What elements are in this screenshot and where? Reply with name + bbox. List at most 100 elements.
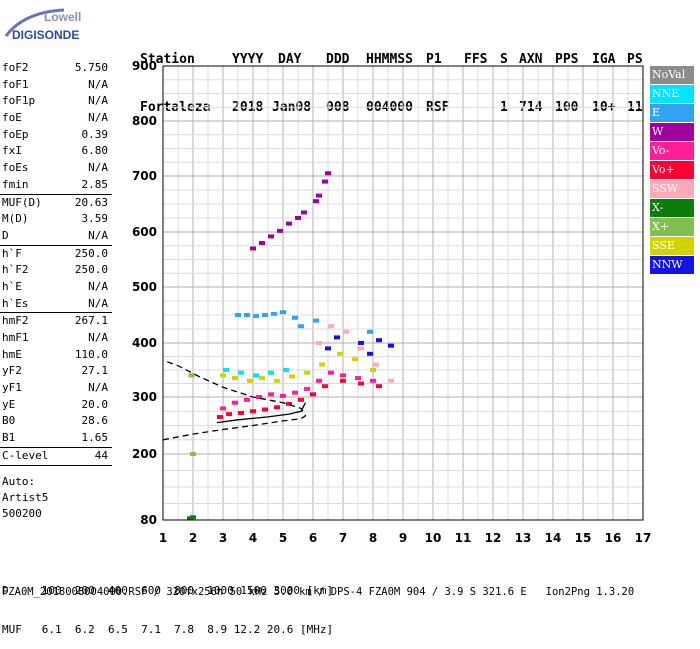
legend-item-x-: X- bbox=[650, 199, 694, 217]
header-ffs-label: FFS bbox=[464, 52, 488, 67]
echo-point-nnw bbox=[325, 346, 331, 351]
x-tick-label: 15 bbox=[575, 531, 592, 545]
param-name: hmF2 bbox=[2, 314, 29, 328]
param-row: B0 28.6 bbox=[0, 413, 112, 430]
param-group-virtual-heights: h`F 250.0 h`F2 250.0 h`E N/A h`Es N/A bbox=[0, 246, 112, 313]
param-group-profile: hmF2 267.1 hmF1 N/A hmE 110.0 yF2 27.1 yF1 N/A yE 2… bbox=[0, 313, 112, 447]
header-station-label: Station bbox=[140, 52, 195, 67]
echo-point-nnw bbox=[358, 341, 364, 345]
x-tick-label: 9 bbox=[399, 531, 407, 545]
y-tick-label: 600 bbox=[132, 225, 157, 239]
legend-item-vo-: Vo+ bbox=[650, 161, 694, 179]
param-name: foEp bbox=[2, 127, 29, 141]
param-name: hmF1 bbox=[2, 331, 29, 344]
param-row: hmE 110.0 bbox=[0, 347, 112, 364]
ionogram-chart: 1 2 3 4 5 6 7 8 9 10 11 12 13 14 15 16 17802003004005006… bbox=[132, 59, 651, 545]
param-row: foF1p N/A bbox=[0, 93, 112, 110]
param-name: foF1p bbox=[2, 94, 36, 108]
param-group-muf: MUF(D) 20.63 M(D) 3.59 D N/A bbox=[0, 195, 112, 245]
y-tick-label: 900 bbox=[132, 59, 157, 73]
x-tick-label: 3 bbox=[219, 531, 227, 545]
param-name: yF1 bbox=[2, 381, 22, 395]
echo-point-vo- bbox=[298, 397, 304, 402]
param-group-f-layer: foF2 5.750 foF1 N/A foF1p N/A foE N/A foEp 0.39 fx… bbox=[0, 60, 112, 194]
legend-item-ssw: SSW bbox=[650, 180, 694, 198]
param-value: N/A bbox=[88, 381, 108, 395]
param-value: 20.63 bbox=[74, 195, 108, 209]
param-divider bbox=[0, 446, 112, 448]
distance-row: D 100 200 400 600 800 1000 1500 3000 [km… bbox=[2, 584, 334, 597]
echo-point-ssw bbox=[373, 362, 379, 367]
param-divider bbox=[0, 244, 112, 246]
autoscaling-status: Auto: Artist5 500200 bbox=[0, 474, 112, 526]
param-divider bbox=[0, 464, 112, 466]
param-name: fxI bbox=[2, 144, 22, 158]
echo-point-vo- bbox=[220, 406, 226, 411]
param-value: 110.0 bbox=[74, 347, 108, 361]
y-tick-label: 80 bbox=[140, 513, 157, 527]
echo-point-w bbox=[286, 221, 292, 226]
echo-point-e bbox=[253, 314, 259, 319]
plot-frame bbox=[162, 65, 644, 521]
param-row: fmin 2.85 bbox=[0, 177, 112, 194]
echo-point-e bbox=[271, 311, 277, 316]
param-value: 250.0 bbox=[74, 263, 108, 277]
param-row: h`F 250.0 bbox=[0, 246, 112, 263]
param-value: N/A bbox=[88, 279, 108, 293]
param-value: N/A bbox=[88, 331, 108, 344]
echo-point-sse bbox=[352, 357, 358, 362]
echo-data-layer bbox=[187, 171, 394, 521]
y-tick-label: 200 bbox=[132, 447, 157, 461]
echo-point-vo- bbox=[340, 378, 346, 383]
echo-point-e bbox=[235, 313, 241, 317]
param-value: 250.0 bbox=[74, 246, 108, 260]
logo-text-lowell: Lowell bbox=[44, 10, 82, 24]
echo-point-ssw bbox=[328, 324, 334, 329]
param-name: foF1 bbox=[2, 77, 29, 91]
x-tick-label: 10 bbox=[425, 531, 442, 545]
param-name: C-level bbox=[2, 448, 49, 462]
echo-point-vo- bbox=[310, 392, 316, 397]
echo-point-sse bbox=[220, 373, 226, 378]
x-tick-label: 1 bbox=[159, 531, 167, 545]
logo-swoosh-icon bbox=[4, 8, 65, 37]
echo-point-vo- bbox=[226, 412, 232, 417]
param-value: 20.0 bbox=[81, 397, 109, 411]
echo-point-x- bbox=[190, 452, 196, 456]
echo-point-vo- bbox=[250, 409, 256, 414]
chart-grid bbox=[162, 66, 644, 521]
echo-point-w bbox=[325, 171, 331, 176]
param-name: M(D) bbox=[2, 212, 29, 226]
param-name: h`F bbox=[2, 246, 22, 260]
x-tick-label: 14 bbox=[545, 531, 562, 545]
echo-point-w bbox=[301, 210, 307, 215]
x-tick-label: 4 bbox=[249, 531, 257, 545]
echo-point-vo- bbox=[340, 373, 346, 378]
echo-point-sse bbox=[337, 351, 343, 356]
param-row: hmF1 N/A bbox=[0, 330, 112, 347]
echo-point-sse bbox=[274, 378, 280, 383]
param-value: N/A bbox=[88, 77, 108, 91]
axis-tick-labels: 1 2 3 4 5 6 7 8 9 10 11 12 13 14 15 16 17802003004005006… bbox=[132, 59, 651, 545]
param-value: 5.750 bbox=[74, 61, 108, 74]
header-yyyy-label: YYYY bbox=[232, 52, 264, 67]
param-name: h`Es bbox=[2, 296, 29, 310]
param-value: 44 bbox=[94, 448, 108, 462]
echo-point-sse bbox=[319, 362, 325, 367]
param-row: M(D) 3.59 bbox=[0, 211, 112, 228]
x-tick-label: 17 bbox=[635, 531, 652, 545]
echo-point-vo- bbox=[304, 386, 310, 391]
param-name: foF2 bbox=[2, 61, 29, 74]
f2-trace-curve bbox=[216, 402, 307, 424]
echo-point-e bbox=[244, 313, 250, 317]
muf-distance-table: D 100 200 400 600 800 1000 1500 3000 [km… bbox=[2, 558, 333, 649]
echo-point-sse bbox=[370, 368, 376, 372]
echo-point-e bbox=[313, 318, 319, 323]
echo-point-sse bbox=[259, 376, 265, 381]
param-row: foF1 N/A bbox=[0, 77, 112, 94]
param-row: fxI 6.80 bbox=[0, 143, 112, 160]
echo-point-sse bbox=[289, 374, 295, 379]
param-value: N/A bbox=[88, 161, 108, 175]
param-value: N/A bbox=[88, 94, 108, 108]
x-tick-label: 13 bbox=[515, 531, 532, 545]
